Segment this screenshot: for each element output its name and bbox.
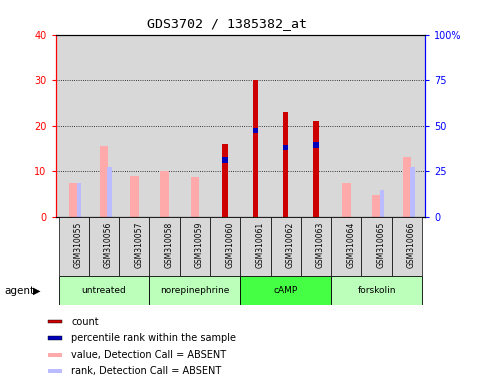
Text: GSM310060: GSM310060 <box>225 222 234 268</box>
Bar <box>180 217 210 276</box>
Bar <box>331 217 361 276</box>
Text: GSM310058: GSM310058 <box>165 222 173 268</box>
Bar <box>372 195 381 217</box>
Bar <box>48 353 62 357</box>
Bar <box>48 369 62 373</box>
Bar <box>313 142 319 148</box>
Bar <box>253 127 258 133</box>
Text: percentile rank within the sample: percentile rank within the sample <box>71 333 236 343</box>
Bar <box>253 80 258 217</box>
Bar <box>210 217 241 276</box>
Text: norepinephrine: norepinephrine <box>160 286 229 295</box>
Text: rank, Detection Call = ABSENT: rank, Detection Call = ABSENT <box>71 366 221 376</box>
Text: count: count <box>71 316 99 326</box>
Bar <box>48 319 62 323</box>
Text: GSM310062: GSM310062 <box>286 222 295 268</box>
Bar <box>58 217 89 276</box>
Text: GSM310064: GSM310064 <box>346 222 355 268</box>
Text: GSM310063: GSM310063 <box>316 222 325 268</box>
Bar <box>331 276 422 305</box>
Text: GSM310065: GSM310065 <box>377 222 385 268</box>
Text: GSM310055: GSM310055 <box>74 222 83 268</box>
Bar <box>380 190 384 217</box>
Bar <box>107 167 112 217</box>
Bar <box>160 171 169 217</box>
Bar <box>392 217 422 276</box>
Bar <box>361 217 392 276</box>
Bar <box>130 176 139 217</box>
Text: GSM310057: GSM310057 <box>134 222 143 268</box>
Bar <box>48 336 62 340</box>
Bar <box>313 121 319 217</box>
Bar <box>223 157 228 163</box>
Bar <box>301 217 331 276</box>
Bar <box>149 276 241 305</box>
Text: GSM310066: GSM310066 <box>407 222 416 268</box>
Text: ▶: ▶ <box>32 286 40 296</box>
Text: cAMP: cAMP <box>273 286 298 295</box>
Bar <box>270 217 301 276</box>
Bar <box>223 144 228 217</box>
Text: forskolin: forskolin <box>357 286 396 295</box>
Bar <box>77 183 82 217</box>
Bar <box>100 146 108 217</box>
Bar <box>283 145 288 151</box>
Text: agent: agent <box>5 286 35 296</box>
Text: value, Detection Call = ABSENT: value, Detection Call = ABSENT <box>71 350 226 360</box>
Bar <box>342 183 351 217</box>
Bar <box>58 276 149 305</box>
Text: GSM310056: GSM310056 <box>104 222 113 268</box>
Text: GSM310059: GSM310059 <box>195 222 204 268</box>
Text: untreated: untreated <box>82 286 127 295</box>
Bar <box>410 167 414 217</box>
Bar <box>70 183 78 217</box>
Bar <box>241 217 270 276</box>
Text: GSM310061: GSM310061 <box>256 222 264 268</box>
Bar <box>119 217 149 276</box>
Bar <box>241 276 331 305</box>
Bar <box>191 177 199 217</box>
Bar <box>283 112 288 217</box>
Bar <box>403 157 411 217</box>
Bar <box>149 217 180 276</box>
Bar <box>89 217 119 276</box>
Text: GDS3702 / 1385382_at: GDS3702 / 1385382_at <box>147 17 307 30</box>
